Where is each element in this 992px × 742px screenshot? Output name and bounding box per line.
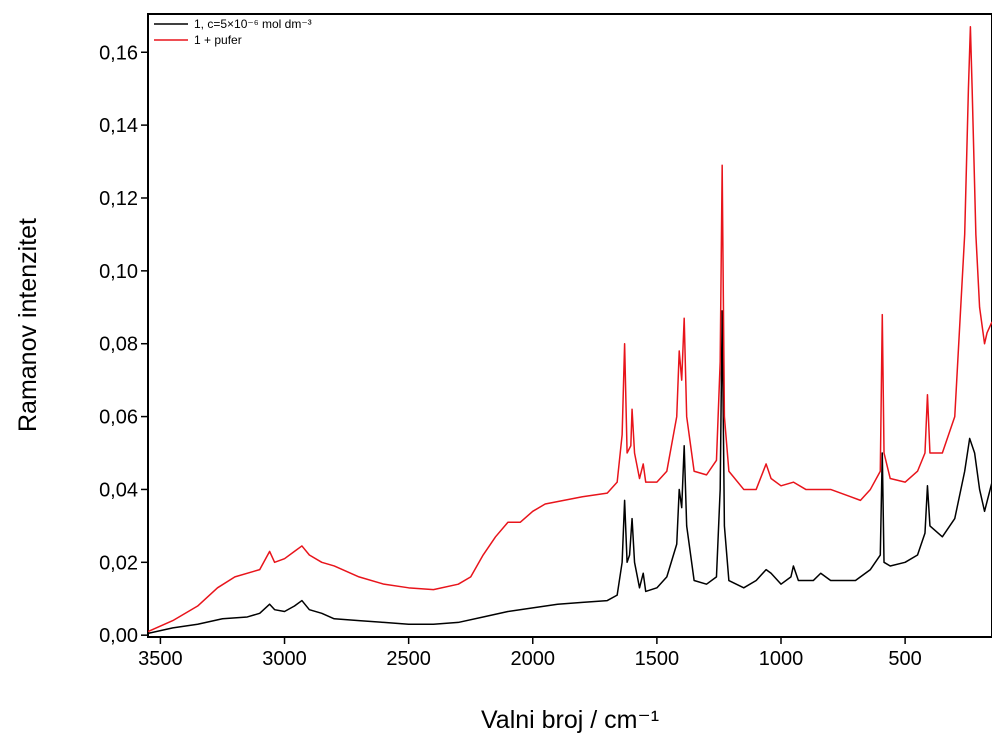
spectrum-line (148, 310, 992, 635)
y-tick-label: 0,06 (99, 407, 138, 429)
legend-label: 1, c=5×10⁻⁶ mol dm⁻³ (194, 17, 312, 31)
legend-label: 1 + pufer (194, 33, 242, 47)
x-tick-label: 2000 (511, 648, 556, 670)
x-tick-label: 3000 (262, 648, 307, 670)
plot-area (148, 26, 992, 635)
x-tick-label: 3500 (138, 648, 183, 670)
x-axis-title: Valni broj / cm⁻¹ (481, 706, 659, 734)
y-tick-label: 0,08 (99, 334, 138, 356)
y-tick-label: 0,04 (99, 479, 138, 501)
y-tick-label: 0,12 (99, 188, 138, 210)
x-tick-label: 1000 (759, 648, 804, 670)
x-tick-label: 500 (888, 648, 921, 670)
x-tick-label: 2500 (386, 648, 431, 670)
y-tick-label: 0,10 (99, 261, 138, 283)
y-tick-label: 0,14 (99, 115, 138, 137)
spectrum-line (148, 26, 992, 633)
x-tick-label: 1500 (635, 648, 680, 670)
plot-frame (147, 13, 992, 638)
y-axis-title: Ramanov intenzitet (14, 218, 42, 432)
y-tick-label: 0,16 (99, 42, 138, 64)
y-tick-label: 0,02 (99, 552, 138, 574)
y-tick-label: 0,00 (99, 625, 138, 647)
